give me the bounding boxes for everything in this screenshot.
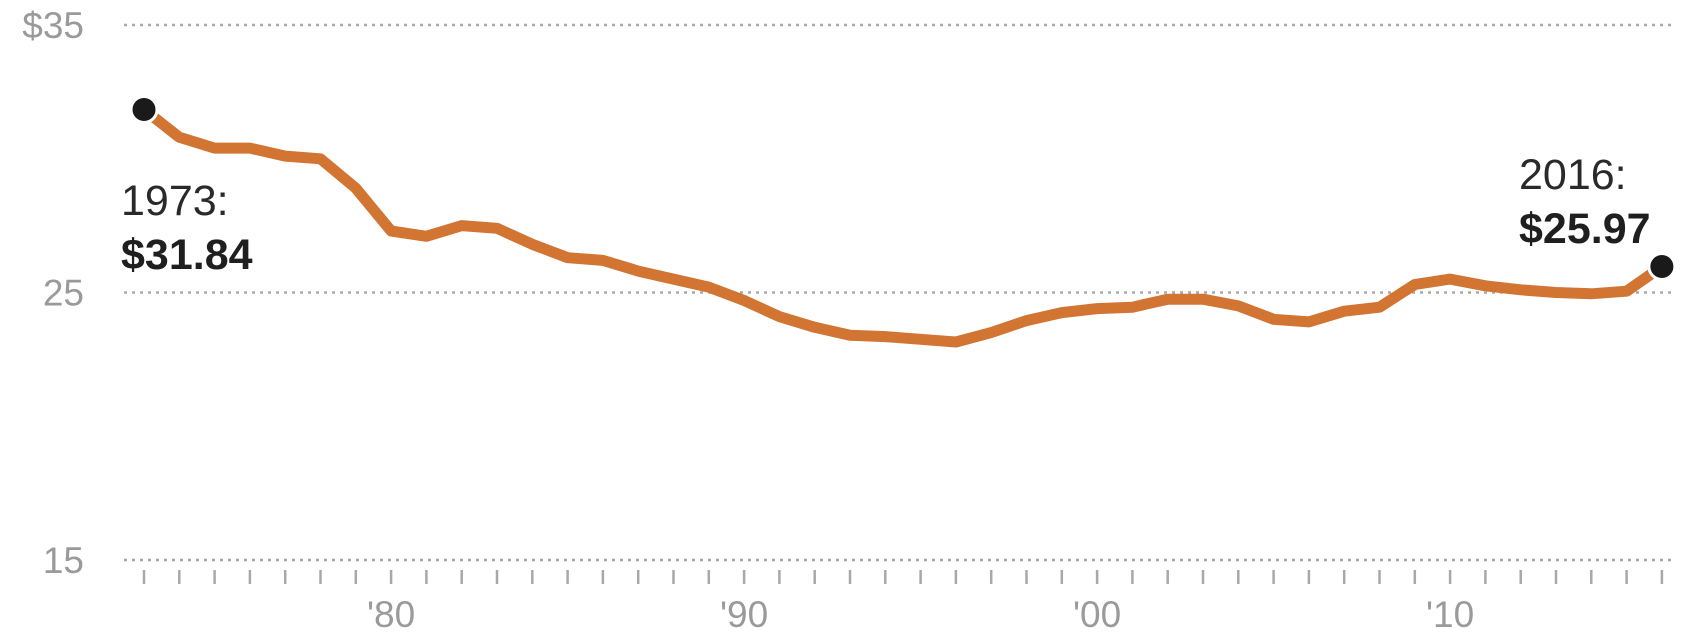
annotation-end-year: 2016: (1519, 151, 1627, 199)
markers (129, 95, 1677, 282)
x-axis-ticks: '80 '90 '00 '10 (142, 570, 1664, 634)
series-line-0 (138, 104, 1668, 348)
x-tick-label-1990: '90 (720, 594, 768, 634)
series-layer (138, 104, 1668, 348)
y-tick-label-35: $35 (22, 5, 84, 46)
gridlines (124, 23, 1672, 562)
annotation-start-year: 1973: (121, 177, 229, 225)
x-tick-label-1980: '80 (367, 594, 415, 634)
y-tick-label-25: 25 (43, 273, 84, 314)
x-tick-label-2000: '00 (1073, 594, 1121, 634)
annotation-start-value: $31.84 (121, 231, 253, 279)
marker-point-1973 (129, 95, 159, 125)
x-tick-label-2010: '10 (1426, 594, 1474, 634)
y-tick-label-15: 15 (43, 540, 84, 581)
annotation-end-value: $25.97 (1519, 205, 1651, 253)
marker-point-2016 (1647, 252, 1677, 282)
y-axis-ticks: $35 25 15 (22, 5, 84, 581)
